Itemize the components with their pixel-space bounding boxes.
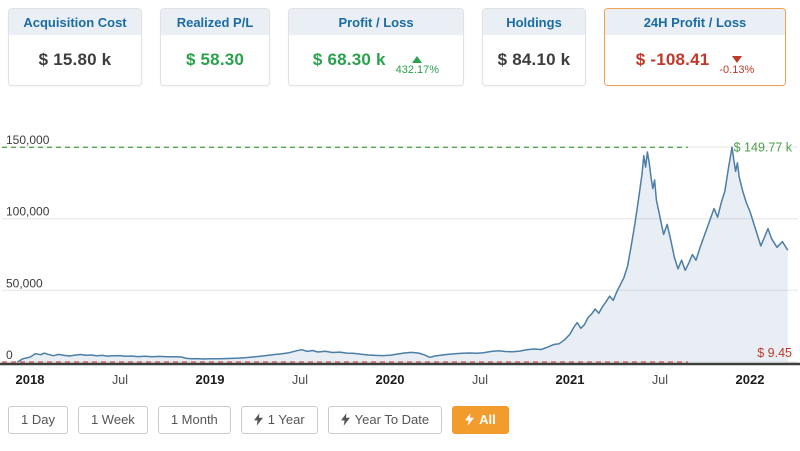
svg-text:$ 149.77 k: $ 149.77 k (734, 140, 793, 154)
time-range-buttons: 1 Day 1 Week 1 Month 1 Year Year To Date… (0, 406, 800, 434)
svg-text:0: 0 (6, 348, 13, 362)
svg-text:Jul: Jul (472, 373, 488, 387)
range-button-label: All (479, 412, 496, 427)
svg-text:Jul: Jul (292, 373, 308, 387)
range-button-all[interactable]: All (452, 406, 509, 434)
svg-text:150,000: 150,000 (6, 133, 50, 147)
bolt-icon (340, 413, 350, 427)
change-badge: 432.17% (396, 56, 439, 76)
bolt-icon (253, 413, 263, 427)
range-button-label: 1 Month (170, 412, 218, 427)
range-button-label: Year To Date (354, 412, 430, 427)
svg-text:100,000: 100,000 (6, 205, 50, 219)
portfolio-chart-svg[interactable]: $ 149.77 k $ 9.45 0 50,000 100,000 150,000 201… (0, 132, 800, 390)
stat-card-value: $ 68.30 k (312, 50, 386, 69)
svg-text:Jul: Jul (652, 373, 668, 387)
stat-card-acquisition-cost: Acquisition Cost $ 15.80 k (8, 8, 142, 86)
change-badge: -0.13% (719, 56, 754, 76)
stat-card-holdings: Holdings $ 84.10 k (482, 8, 586, 86)
svg-text:2021: 2021 (556, 372, 585, 387)
bolt-icon (465, 413, 475, 427)
down-triangle-icon (731, 56, 742, 63)
stat-card-24h-profit-loss: 24H Profit / Loss $ -108.41 -0.13% (604, 8, 786, 86)
stat-card-value: $ -108.41 (635, 50, 710, 69)
range-button-1-week[interactable]: 1 Week (77, 406, 148, 434)
range-button-1-month[interactable]: 1 Month (157, 406, 231, 434)
svg-text:2020: 2020 (376, 372, 405, 387)
svg-text:2018: 2018 (16, 372, 45, 387)
portfolio-chart: $ 149.77 k $ 9.45 0 50,000 100,000 150,000 201… (0, 132, 800, 390)
range-button-label: 1 Week (90, 412, 135, 427)
range-button-1-day[interactable]: 1 Day (8, 406, 68, 434)
stat-card-header: 24H Profit / Loss (605, 9, 785, 35)
stats-cards-row: Acquisition Cost $ 15.80 k Realized P/L … (0, 0, 800, 86)
stat-card-header: Profit / Loss (289, 9, 463, 35)
svg-text:2022: 2022 (736, 372, 765, 387)
range-button-year-to-date[interactable]: Year To Date (327, 406, 443, 434)
stat-card-value: $ 15.80 k (38, 50, 112, 69)
up-triangle-icon (412, 56, 423, 63)
svg-text:Jul: Jul (112, 373, 128, 387)
range-button-label: 1 Year (267, 412, 305, 427)
svg-text:2019: 2019 (196, 372, 225, 387)
stat-card-realized-pl: Realized P/L $ 58.30 (160, 8, 270, 86)
svg-text:$ 9.45: $ 9.45 (757, 346, 792, 360)
change-percent: 432.17% (395, 64, 440, 76)
stat-card-header: Holdings (483, 9, 585, 35)
stat-card-value: $ 84.10 k (497, 50, 571, 69)
svg-text:50,000: 50,000 (6, 276, 43, 290)
change-percent: -0.13% (719, 64, 755, 76)
stat-card-header: Acquisition Cost (9, 9, 141, 35)
stat-card-header: Realized P/L (161, 9, 269, 35)
range-button-1-year[interactable]: 1 Year (240, 406, 318, 434)
stat-card-profit-loss: Profit / Loss $ 68.30 k 432.17% (288, 8, 464, 86)
range-button-label: 1 Day (21, 412, 55, 427)
stat-card-value: $ 58.30 (185, 50, 245, 69)
